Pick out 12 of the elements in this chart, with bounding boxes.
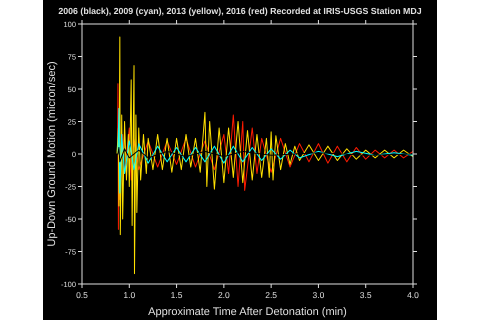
line-series: [82, 147, 414, 162]
x-tick-label: 1.0: [123, 290, 136, 300]
chart-title: 2006 (black), 2009 (cyan), 2013 (yellow), 2016 (red) Recorded at IRIS-USGS Station MDJ: [58, 6, 422, 16]
x-axis-title: Approximate Time After Detonation (min): [148, 306, 347, 318]
x-tick-label: 2.0: [218, 290, 230, 300]
x-tick-label: 3.5: [360, 290, 372, 300]
y-axis-title: Up-Down Ground Motion (micron/sec): [46, 61, 58, 247]
x-tick-label: 3.0: [312, 290, 325, 300]
x-tick-label: 2.5: [265, 290, 278, 300]
x-tick-label: 4.0: [407, 290, 420, 300]
x-tick-label: 1.5: [170, 290, 183, 300]
x-tick-label: 0.5: [76, 290, 88, 300]
